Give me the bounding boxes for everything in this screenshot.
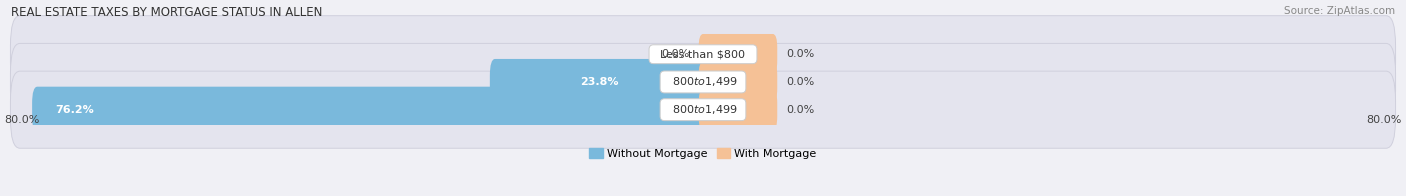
- Text: 76.2%: 76.2%: [55, 105, 94, 115]
- FancyBboxPatch shape: [489, 59, 709, 105]
- FancyBboxPatch shape: [10, 71, 1396, 148]
- FancyBboxPatch shape: [32, 87, 709, 133]
- Text: $800 to $1,499: $800 to $1,499: [665, 103, 741, 116]
- Text: 80.0%: 80.0%: [1367, 115, 1402, 125]
- FancyBboxPatch shape: [699, 89, 778, 130]
- Text: 0.0%: 0.0%: [786, 49, 814, 59]
- FancyBboxPatch shape: [699, 34, 778, 74]
- Legend: Without Mortgage, With Mortgage: Without Mortgage, With Mortgage: [585, 144, 821, 163]
- FancyBboxPatch shape: [10, 16, 1396, 93]
- Text: 80.0%: 80.0%: [4, 115, 39, 125]
- Text: Less than $800: Less than $800: [654, 49, 752, 59]
- Text: 23.8%: 23.8%: [579, 77, 619, 87]
- Text: 0.0%: 0.0%: [786, 105, 814, 115]
- FancyBboxPatch shape: [10, 44, 1396, 121]
- Text: Source: ZipAtlas.com: Source: ZipAtlas.com: [1284, 6, 1395, 16]
- Text: REAL ESTATE TAXES BY MORTGAGE STATUS IN ALLEN: REAL ESTATE TAXES BY MORTGAGE STATUS IN …: [11, 6, 322, 19]
- Text: 0.0%: 0.0%: [662, 49, 690, 59]
- FancyBboxPatch shape: [699, 62, 778, 102]
- Text: $800 to $1,499: $800 to $1,499: [665, 75, 741, 88]
- Text: 0.0%: 0.0%: [786, 77, 814, 87]
